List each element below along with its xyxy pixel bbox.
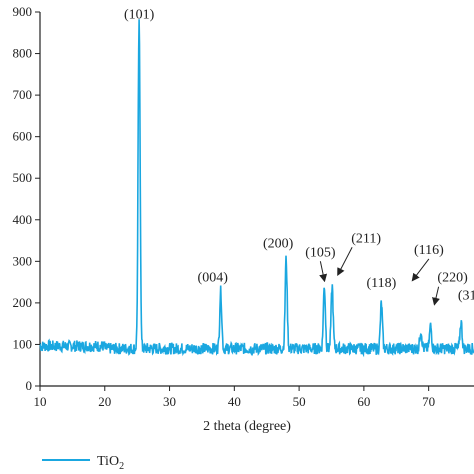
peak-label: (315) — [458, 289, 474, 304]
peak-arrow — [432, 286, 440, 306]
x-axis-title: 2 theta (degree) — [203, 419, 291, 434]
y-tick-label: 0 — [26, 378, 33, 393]
y-tick-label: 900 — [13, 4, 33, 19]
peak-label: (101) — [124, 7, 155, 22]
peak-label: (004) — [198, 270, 229, 285]
peak-arrow — [411, 258, 430, 282]
y-tick-label: 200 — [13, 295, 33, 310]
y-tick-label: 600 — [13, 129, 33, 144]
y-tick-label: 300 — [13, 253, 33, 268]
plot-area: 0 100 200 300 400 500 600 700 800 900 10 20 30 40 50 60… — [13, 4, 474, 434]
x-tick-label: 70 — [422, 394, 435, 409]
y-tick-label: 100 — [13, 336, 33, 351]
y-tick-label: 700 — [13, 87, 33, 102]
peak-label: (105) — [305, 245, 336, 260]
series-line-tio2 — [39, 19, 474, 358]
x-tick-label: 40 — [228, 394, 241, 409]
y-tick-label: 500 — [13, 170, 33, 185]
x-tick-label: 20 — [98, 394, 111, 409]
y-tick-label: 400 — [13, 212, 33, 227]
peak-label: (118) — [366, 276, 396, 291]
y-tick-label: 800 — [13, 46, 33, 61]
peak-label: (220) — [437, 271, 468, 286]
peak-label: (116) — [414, 243, 444, 258]
peak-arrow — [337, 247, 353, 277]
x-tick-label: 10 — [34, 394, 47, 409]
x-tick-label: 60 — [357, 394, 370, 409]
legend: TiO2 — [42, 454, 124, 472]
peak-arrow — [319, 261, 328, 283]
x-tick-label: 50 — [293, 394, 306, 409]
peak-label: (211) — [351, 231, 381, 246]
peak-label: (200) — [263, 236, 294, 251]
legend-label-tio2: TiO2 — [97, 454, 124, 472]
x-tick-label: 30 — [163, 394, 176, 409]
